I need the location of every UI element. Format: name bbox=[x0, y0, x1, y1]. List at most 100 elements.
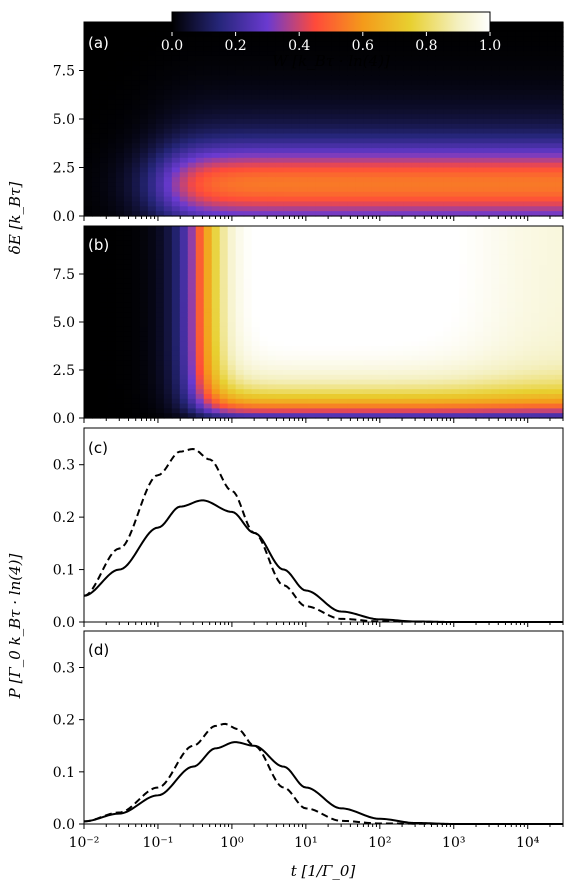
heatmap-cell bbox=[363, 278, 372, 285]
heatmap-cell bbox=[531, 109, 540, 115]
heatmap-cell bbox=[427, 293, 436, 299]
heatmap-cell bbox=[403, 152, 412, 159]
heatmap-cell bbox=[299, 85, 309, 91]
heatmap-cell bbox=[363, 109, 372, 115]
heatmap-cell bbox=[147, 196, 157, 203]
heatmap-cell bbox=[91, 182, 101, 188]
heatmap-cell bbox=[491, 206, 500, 212]
heatmap-cell bbox=[251, 259, 261, 265]
heatmap-cell bbox=[131, 65, 141, 72]
heatmap-cell bbox=[267, 41, 277, 47]
heatmap-cell bbox=[363, 167, 372, 173]
heatmap-cell bbox=[387, 240, 396, 246]
heatmap-cell bbox=[555, 75, 564, 81]
heatmap-cell bbox=[483, 46, 492, 52]
heatmap-cell bbox=[283, 278, 293, 285]
heatmap-cell bbox=[315, 278, 325, 285]
heatmap-cell bbox=[459, 41, 468, 47]
heatmap-cell bbox=[547, 85, 556, 91]
heatmap-cell bbox=[91, 167, 101, 173]
heatmap-cell bbox=[139, 41, 149, 47]
heatmap-cell bbox=[347, 94, 357, 101]
heatmap-cell bbox=[475, 413, 484, 419]
heatmap-cell bbox=[395, 341, 404, 347]
heatmap-cell bbox=[451, 206, 460, 212]
heatmap-cell bbox=[355, 60, 365, 67]
heatmap-cell bbox=[547, 360, 556, 366]
heatmap-cell bbox=[187, 413, 197, 419]
heatmap-cell bbox=[491, 240, 500, 246]
heatmap-cell bbox=[363, 312, 372, 318]
heatmap-cell bbox=[555, 374, 564, 381]
heatmap-cell bbox=[323, 80, 333, 86]
heatmap-cell bbox=[299, 298, 309, 304]
heatmap-cell bbox=[507, 235, 516, 241]
heatmap-cell bbox=[155, 182, 165, 188]
heatmap-cell bbox=[411, 302, 420, 309]
heatmap-cell bbox=[211, 259, 221, 265]
heatmap-cell bbox=[467, 70, 476, 76]
heatmap-cell bbox=[195, 288, 205, 294]
heatmap-cell bbox=[91, 360, 101, 366]
heatmap-cell bbox=[147, 80, 157, 86]
heatmap-cell bbox=[147, 75, 157, 81]
heatmap-cell bbox=[347, 317, 357, 323]
heatmap-cell bbox=[299, 288, 309, 294]
heatmap-cell bbox=[307, 350, 317, 357]
heatmap-cell bbox=[523, 226, 532, 232]
heatmap-cell bbox=[515, 389, 524, 395]
heatmap-cell bbox=[443, 75, 452, 81]
heatmap-cell bbox=[235, 360, 245, 366]
heatmap-cell bbox=[91, 326, 101, 333]
heatmap-cell bbox=[163, 157, 173, 164]
heatmap-cell bbox=[323, 109, 333, 115]
heatmap-cell bbox=[219, 36, 229, 42]
heatmap-cell bbox=[395, 36, 404, 42]
heatmap-cell bbox=[339, 31, 349, 38]
heatmap-cell bbox=[235, 384, 245, 390]
heatmap-cell bbox=[531, 148, 540, 154]
heatmap-cell bbox=[427, 331, 436, 337]
heatmap-cell bbox=[379, 403, 388, 409]
heatmap-cell bbox=[267, 85, 277, 91]
heatmap-cell bbox=[355, 226, 365, 232]
heatmap-cell bbox=[187, 235, 197, 241]
heatmap-cell bbox=[363, 389, 372, 395]
heatmap-cell bbox=[523, 46, 532, 52]
heatmap-cell bbox=[275, 80, 285, 86]
heatmap-cell bbox=[307, 312, 317, 318]
heatmap-cell bbox=[115, 22, 125, 28]
heatmap-cell bbox=[371, 288, 380, 294]
heatmap-cell bbox=[475, 119, 484, 125]
heatmap-cell bbox=[227, 274, 237, 280]
heatmap-cell bbox=[187, 389, 197, 395]
panel-c-y-ticks: 0.00.10.20.3 bbox=[53, 458, 84, 631]
heatmap-cell bbox=[227, 226, 237, 232]
heatmap-cell bbox=[443, 230, 452, 237]
heatmap-cell bbox=[227, 31, 237, 38]
heatmap-cell bbox=[547, 408, 556, 414]
heatmap-cell bbox=[491, 31, 500, 38]
heatmap-cell bbox=[555, 278, 564, 285]
heatmap-cell bbox=[403, 186, 412, 193]
heatmap-cell bbox=[507, 403, 516, 409]
heatmap-cell bbox=[515, 346, 524, 352]
heatmap-cell bbox=[531, 167, 540, 173]
heatmap-cell bbox=[187, 398, 197, 405]
heatmap-cell bbox=[435, 41, 444, 47]
heatmap-cell bbox=[387, 186, 396, 193]
heatmap-cell bbox=[275, 51, 285, 57]
heatmap-cell bbox=[371, 36, 380, 42]
heatmap-cell bbox=[283, 413, 293, 419]
heatmap-cell bbox=[379, 360, 388, 366]
heatmap-cell bbox=[539, 206, 548, 212]
heatmap-cell bbox=[459, 370, 468, 376]
heatmap-cell bbox=[427, 55, 436, 62]
heatmap-cell bbox=[84, 370, 93, 376]
heatmap-cell bbox=[371, 51, 380, 57]
heatmap-cell bbox=[475, 302, 484, 309]
heatmap-cell bbox=[291, 307, 301, 313]
heatmap-cell bbox=[395, 226, 404, 232]
heatmap-cell bbox=[523, 302, 532, 309]
heatmap-cell bbox=[483, 41, 492, 47]
